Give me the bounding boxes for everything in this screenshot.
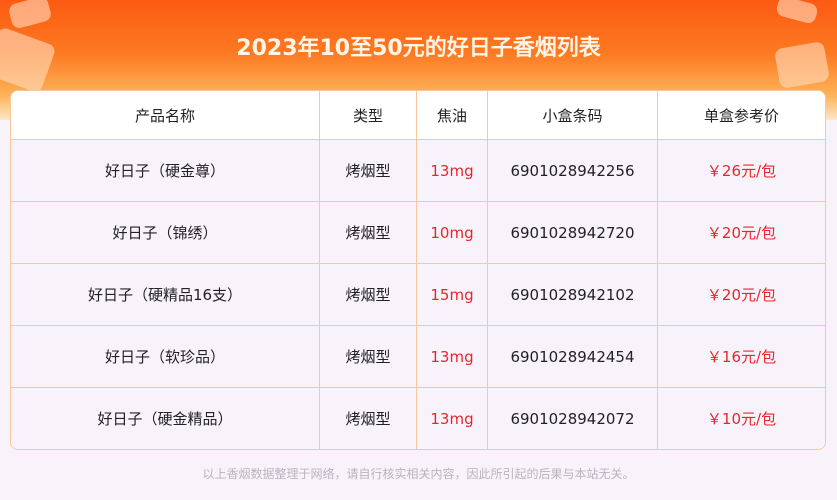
- column-header: 单盒参考价: [657, 91, 825, 139]
- column-header: 焦油: [416, 91, 487, 139]
- tar-value: 10mg: [416, 202, 487, 263]
- decoration: [7, 0, 53, 30]
- table-row: 好日子（硬金尊） 烤烟型 13mg 6901028942256 ￥26元/包: [11, 139, 825, 201]
- product-name: 好日子（锦绣）: [112, 224, 218, 242]
- tar-value: 13mg: [416, 388, 487, 449]
- product-name: 好日子（硬精品16支）: [87, 286, 243, 304]
- column-header: 类型: [319, 91, 416, 139]
- product-name: 好日子（硬金精品）: [97, 410, 233, 428]
- barcode: 6901028942454: [487, 326, 657, 387]
- column-header: 产品名称: [134, 106, 195, 125]
- table-row: 好日子（锦绣） 烤烟型 10mg 6901028942720 ￥20元/包: [11, 201, 825, 263]
- price: ￥26元/包: [657, 140, 825, 201]
- product-type: 烤烟型: [319, 326, 416, 387]
- price: ￥10元/包: [657, 388, 825, 449]
- barcode: 6901028942102: [487, 264, 657, 325]
- disclaimer: 以上香烟数据整理于网络，请自行核实相关内容，因此所引起的后果与本站无关。: [202, 467, 635, 481]
- decoration: [775, 0, 819, 25]
- price: ￥20元/包: [657, 264, 825, 325]
- price: ￥20元/包: [657, 202, 825, 263]
- table-row: 好日子（软珍品） 烤烟型 13mg 6901028942454 ￥16元/包: [11, 325, 825, 387]
- tar-value: 13mg: [416, 140, 487, 201]
- barcode: 6901028942072: [487, 388, 657, 449]
- cigarette-table: 产品名称 类型 焦油 小盒条码 单盒参考价 好日子（硬金尊） 烤烟型 13mg 690…: [10, 90, 826, 450]
- product-type: 烤烟型: [319, 264, 416, 325]
- tar-value: 15mg: [416, 264, 487, 325]
- product-name: 好日子（硬金尊）: [104, 162, 225, 180]
- tar-value: 13mg: [416, 326, 487, 387]
- product-type: 烤烟型: [319, 202, 416, 263]
- table-header: 产品名称 类型 焦油 小盒条码 单盒参考价: [11, 91, 825, 139]
- barcode: 6901028942720: [487, 202, 657, 263]
- page-title: 2023年10至50元的好日子香烟列表: [236, 36, 601, 61]
- product-type: 烤烟型: [319, 388, 416, 449]
- product-type: 烤烟型: [319, 140, 416, 201]
- table-row: 好日子（硬金精品） 烤烟型 13mg 6901028942072 ￥10元/包: [11, 387, 825, 449]
- product-name: 好日子（软珍品）: [104, 348, 225, 366]
- table-row: 好日子（硬精品16支） 烤烟型 15mg 6901028942102 ￥20元/包: [11, 263, 825, 325]
- price: ￥16元/包: [657, 326, 825, 387]
- column-header: 小盒条码: [487, 91, 657, 139]
- barcode: 6901028942256: [487, 140, 657, 201]
